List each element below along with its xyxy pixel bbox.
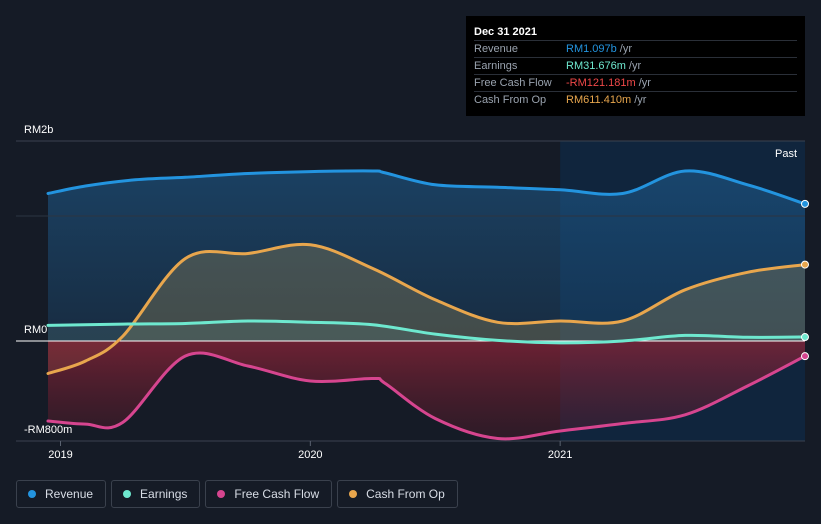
legend: Revenue Earnings Free Cash Flow Cash From O… — [16, 480, 458, 508]
tooltip-row-value: -RM121.181m — [566, 77, 636, 89]
area-cash-from-op — [48, 244, 805, 374]
y-tick-label: RM2b — [24, 124, 53, 136]
endpoint-earnings[interactable] — [801, 333, 809, 342]
legend-item-free-cash-flow[interactable]: Free Cash Flow — [205, 480, 333, 508]
legend-dot-icon — [28, 490, 36, 498]
area-earnings — [48, 320, 805, 343]
tooltip-row-free-cash-flow: Free Cash Flow -RM121.181m/yr — [474, 74, 797, 91]
endpoint-free-cash-flow[interactable] — [801, 352, 809, 361]
tooltip-row-label: Free Cash Flow — [474, 77, 552, 89]
tooltip-row-label: Cash From Op — [474, 94, 547, 106]
line-free-cash-flow — [46, 351, 807, 441]
tooltip-date: Dec 31 2021 — [474, 26, 537, 38]
line-earnings — [46, 319, 807, 345]
past-label: Past — [775, 148, 797, 160]
endpoint-cash-from-op[interactable] — [801, 260, 809, 269]
tooltip-row-earnings: Earnings RM31.676m/yr — [474, 57, 797, 74]
legend-item-earnings[interactable]: Earnings — [111, 480, 201, 508]
legend-item-revenue[interactable]: Revenue — [16, 480, 107, 508]
legend-label: Cash From Op — [366, 487, 445, 501]
tooltip-row-value: RM611.410m — [566, 94, 632, 106]
legend-label: Earnings — [140, 487, 188, 501]
legend-label: Revenue — [45, 487, 94, 501]
tooltip-row-label: Earnings — [474, 60, 518, 72]
x-tick-label: 2020 — [298, 449, 322, 461]
tooltip-row-revenue: Revenue RM1.097b/yr — [474, 40, 797, 57]
line-cash-from-op — [46, 242, 807, 375]
tooltip-row-value: RM31.676m — [566, 60, 626, 72]
tooltip-row-value: RM1.097b — [566, 43, 617, 55]
legend-dot-icon — [217, 490, 226, 498]
legend-dot-icon — [123, 490, 132, 498]
tooltip-row-unit: /yr — [619, 43, 632, 55]
tooltip-row-unit: /yr — [628, 60, 642, 72]
tooltip-row-unit: /yr — [638, 77, 651, 89]
area-free-cash-flow — [48, 341, 805, 439]
legend-label: Free Cash Flow — [234, 487, 320, 501]
x-tick-label: 2021 — [548, 449, 572, 461]
endpoint-revenue[interactable] — [801, 199, 809, 208]
x-tick-label: 2019 — [48, 449, 72, 461]
line-revenue — [46, 169, 807, 206]
tooltip-row-unit: /yr — [634, 94, 647, 106]
tooltip-row-label: Revenue — [474, 43, 519, 55]
y-tick-label: RM0 — [24, 324, 47, 336]
y-tick-label: -RM800m — [24, 424, 72, 436]
legend-dot-icon — [349, 490, 358, 498]
legend-item-cash-from-op[interactable]: Cash From Op — [337, 480, 458, 508]
area-revenue — [48, 170, 805, 341]
tooltip-panel: Dec 31 2021 Revenue RM1.097b/yr Earnings RM… — [466, 16, 805, 116]
tooltip-row-cash-from-op: Cash From Op RM611.410m/yr — [474, 91, 797, 108]
